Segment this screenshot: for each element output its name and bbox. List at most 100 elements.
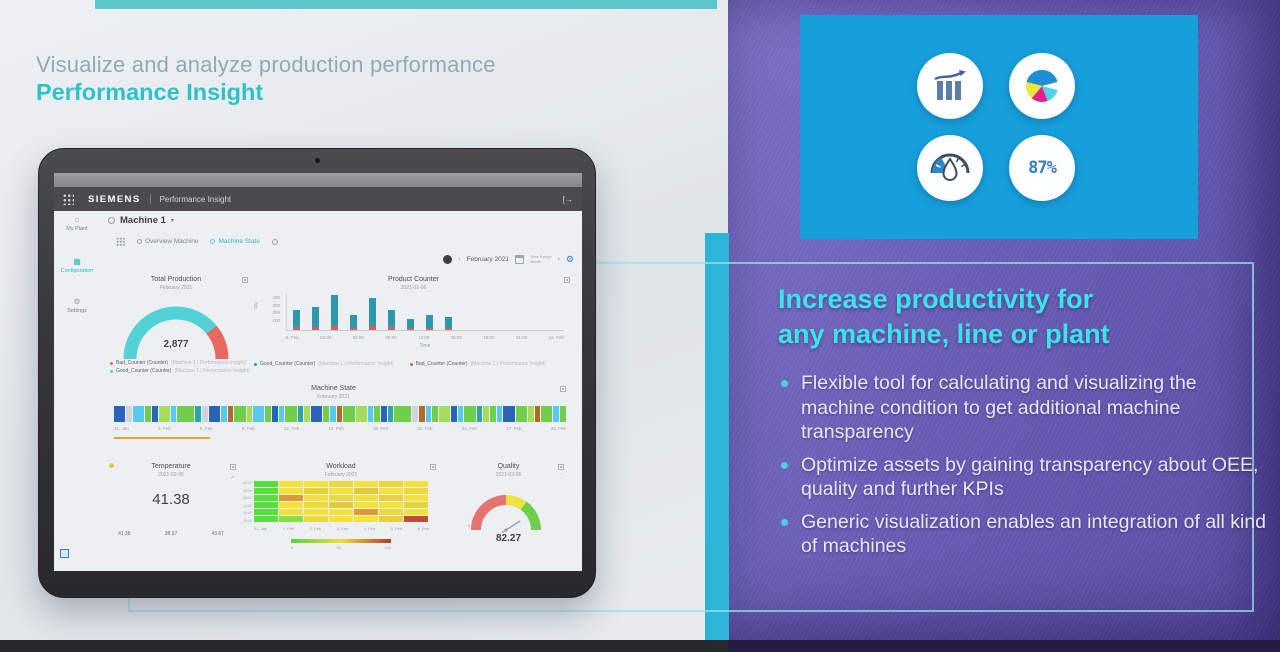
time-range-selector[interactable]: Time Range Month <box>530 254 552 264</box>
x-tick-label: 6. Feb <box>199 426 213 431</box>
expand-arrow-icon[interactable]: ↗ <box>230 475 235 481</box>
widget-menu-icon[interactable] <box>242 277 248 283</box>
previous-period-button[interactable]: ‹ <box>458 256 461 264</box>
timeline-segment <box>285 406 297 422</box>
logout-icon[interactable]: [→ <box>562 194 573 204</box>
heatmap-cell <box>279 502 303 508</box>
dashboard-settings-gear-icon[interactable]: ⚙ <box>565 254 574 265</box>
tab-grid-icon[interactable] <box>116 237 125 246</box>
timeline-segment <box>253 406 265 422</box>
widget-menu-icon[interactable] <box>558 464 564 470</box>
x-axis-ticks: 6. Feb 03:00 06:00 09:00 12:00 15:00 18:00 21:0… <box>286 335 564 340</box>
total-production-gauge <box>111 287 241 365</box>
heatmap-cell <box>354 502 378 508</box>
widget-subtitle: February 2021 <box>159 285 193 291</box>
sidebar-item-my-plant[interactable]: ⌂ My Plant <box>54 215 100 232</box>
percent-icon: 87% <box>1009 135 1075 201</box>
x-axis-label: Time <box>419 343 431 349</box>
add-tab-icon[interactable] <box>272 238 279 245</box>
top-accent-strip <box>95 0 717 9</box>
widget-menu-icon[interactable] <box>564 277 570 283</box>
widget-subtitle: 2021-02-06 <box>495 472 522 478</box>
x-tick-label: 15. Feb <box>328 426 344 431</box>
bar-bad-segment <box>369 326 376 330</box>
slide-title: Performance Insight <box>36 79 264 105</box>
widget-title-temperature: Temperature <box>151 463 191 470</box>
legend-swatch <box>110 369 113 373</box>
period-label: February 2021 <box>466 256 509 264</box>
machine-selector[interactable]: Machine 1 ▾ <box>108 215 174 226</box>
x-tick-label: 03:00 <box>320 335 332 340</box>
bullet-item: Optimize assets by gaining transparency … <box>781 453 1267 502</box>
widget-menu-icon[interactable] <box>430 464 436 470</box>
heatmap-cell <box>254 481 278 487</box>
heatmap-cell <box>329 516 353 522</box>
calendar-icon[interactable] <box>514 255 524 265</box>
legend-swatch <box>409 362 413 366</box>
heatmap-cell <box>379 488 403 494</box>
siemens-logo: SIEMENS <box>88 193 141 205</box>
app-grid-icon[interactable] <box>62 193 74 205</box>
timeline-segment <box>496 406 503 422</box>
heatmap-cell <box>379 481 403 487</box>
bullet-text: Flexible tool for calculating and visual… <box>801 372 1197 443</box>
heatmap-cell <box>254 516 278 522</box>
x-tick-label: 28. Feb <box>550 426 566 431</box>
settings-icon: ⚙ <box>73 297 81 306</box>
bar <box>369 297 376 330</box>
widget-menu-icon[interactable] <box>560 386 566 392</box>
widget-menu-icon[interactable] <box>230 464 236 470</box>
heatmap-cell <box>279 495 303 501</box>
x-tick-label: 1. Feb <box>282 526 295 531</box>
tab-overview-machine[interactable]: Overview Machine <box>137 238 198 245</box>
next-period-button[interactable]: › <box>557 256 560 264</box>
timeline-segment <box>343 406 355 422</box>
widget-toolbox-icon[interactable] <box>60 549 69 558</box>
heading-line-1: Increase productivity for <box>778 284 1094 314</box>
timeline-segment <box>515 406 527 422</box>
bar-bad-segment <box>388 327 395 330</box>
widget-title-quality: Quality <box>497 463 520 470</box>
timeline-segment <box>553 406 560 422</box>
heatmap-cell <box>404 481 428 487</box>
timeline-scrollbar[interactable] <box>114 437 210 439</box>
dashboard-tabs: Overview Machine Machine State <box>116 237 279 246</box>
temperature-value: 41.38 <box>152 491 190 508</box>
heatmap-cell <box>279 509 303 515</box>
timeline-segment <box>457 406 464 422</box>
y-axis-ticks: 400 300 200 100 <box>264 295 280 323</box>
bar <box>407 318 414 330</box>
plant-icon: ⌂ <box>74 215 80 224</box>
x-tick-label: 9. Feb <box>241 426 255 431</box>
timeline-segment <box>381 406 387 422</box>
legend-item: Good_Counter (Counter) (Machine 1 \ Perf… <box>110 367 250 375</box>
x-axis-ticks: 31. Jan 1. Feb 2. Feb 3. Feb 4. Feb 5. Feb 6. … <box>254 526 429 531</box>
heatmap-row <box>254 495 429 501</box>
x-tick-label: 31. Jan <box>114 426 129 431</box>
expand-arrow-icon[interactable]: → <box>558 475 563 481</box>
widget-subtitle: 2021-02-06 <box>158 472 184 478</box>
timeline-segment <box>503 406 515 422</box>
heatmap-row <box>254 502 429 508</box>
timeline-segment <box>387 406 394 422</box>
tab-machine-state[interactable]: Machine State <box>210 238 260 245</box>
timeline-segment <box>272 406 278 422</box>
bar-bad-segment <box>293 327 300 330</box>
tablet-device: SIEMENS Performance Insight [→ ⌂ My Plan… <box>38 148 596 598</box>
sidebar-item-settings[interactable]: ⚙ Settings <box>54 297 100 314</box>
legend-label: Bad_Counter (Counter) <box>116 360 168 366</box>
timeline-segment <box>394 406 412 422</box>
sidebar-item-configuration[interactable]: ▦ Configuration <box>54 257 100 274</box>
heatmap-cell <box>254 509 278 515</box>
gauge-legend: Bad_Counter (Counter) (Machine 1 \ Perfo… <box>110 359 250 375</box>
heatmap-cell <box>404 495 428 501</box>
x-tick-label: 3. Feb <box>157 426 171 431</box>
clock-icon[interactable] <box>443 255 453 265</box>
x-tick-label: 27. Feb <box>506 426 522 431</box>
legend-label: Bad_Counter (Counter) <box>415 361 468 367</box>
gauge-segment <box>206 325 229 360</box>
x-tick-label: 18. Feb <box>372 426 389 431</box>
bullet-dot-icon <box>781 380 788 387</box>
timeline-segment <box>170 406 177 422</box>
bullet-text: Optimize assets by gaining transparency … <box>801 453 1259 501</box>
